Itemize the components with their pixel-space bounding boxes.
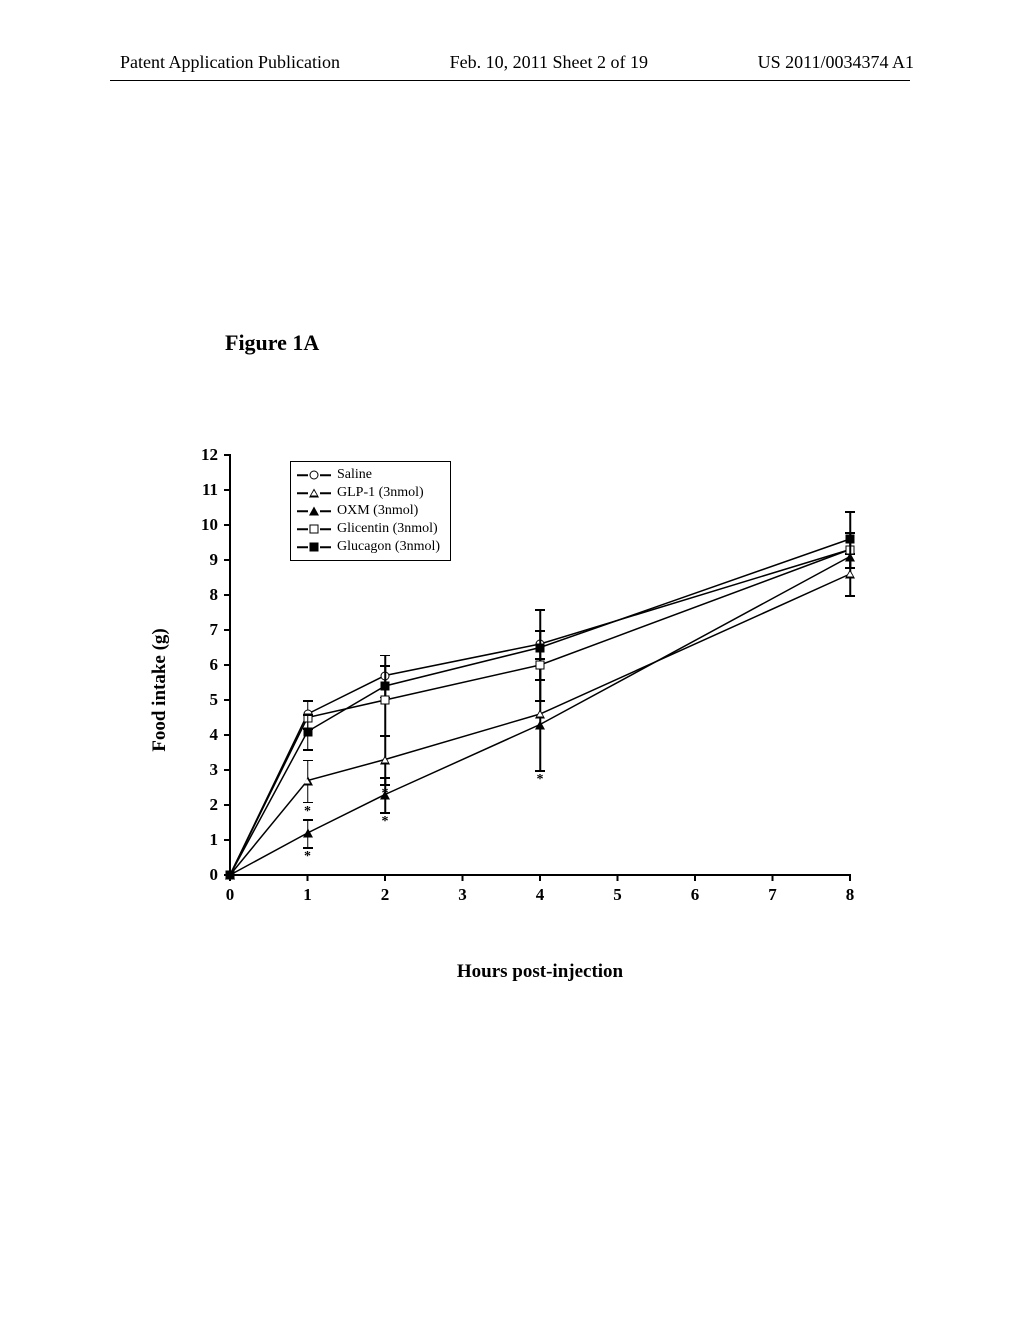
legend-swatch xyxy=(297,469,331,481)
x-tick-label: 5 xyxy=(613,885,622,935)
x-tick-label: 6 xyxy=(691,885,700,935)
x-tick-label: 8 xyxy=(846,885,855,935)
glicentin-marker xyxy=(536,661,545,670)
error-bar-cap xyxy=(845,511,855,513)
significance-marker: * xyxy=(304,849,311,865)
legend-label: GLP-1 (3nmol) xyxy=(337,485,424,501)
legend-label: Saline xyxy=(337,467,372,483)
oxm-marker xyxy=(303,829,313,838)
glp1-marker xyxy=(380,755,390,764)
error-bar-cap xyxy=(380,655,390,657)
oxm-marker xyxy=(380,790,390,799)
y-axis-label: Food intake (g) xyxy=(149,628,171,752)
figure-title: Figure 1A xyxy=(225,330,319,356)
legend-swatch xyxy=(297,523,331,535)
error-bar-cap xyxy=(303,749,313,751)
legend-entry-glucagon: Glucagon (3nmol) xyxy=(297,538,440,556)
glucagon-marker xyxy=(303,727,312,736)
error-bar-cap xyxy=(303,700,313,702)
legend-label: OXM (3nmol) xyxy=(337,503,418,519)
significance-marker: * xyxy=(304,804,311,820)
error-bar-cap xyxy=(303,760,313,762)
significance-marker: * xyxy=(537,772,544,788)
y-tick-label: 0 xyxy=(210,865,219,885)
error-bar-cap xyxy=(303,714,313,716)
glp1-marker xyxy=(303,776,313,785)
x-tick-label: 7 xyxy=(768,885,777,935)
header-rule xyxy=(110,80,910,81)
glucagon-marker xyxy=(536,643,545,652)
y-tick-label: 6 xyxy=(210,655,219,675)
glucagon-marker xyxy=(226,871,235,880)
y-tick-label: 5 xyxy=(210,690,219,710)
error-bar-cap xyxy=(380,735,390,737)
glicentin-marker xyxy=(381,696,390,705)
header-left: Patent Application Publication xyxy=(120,52,340,73)
header-center: Feb. 10, 2011 Sheet 2 of 19 xyxy=(450,52,648,73)
oxm-marker xyxy=(535,720,545,729)
y-tick-label: 2 xyxy=(210,795,219,815)
x-tick-label: 1 xyxy=(303,885,312,935)
x-tick-label: 4 xyxy=(536,885,545,935)
y-tick-label: 12 xyxy=(201,445,218,465)
error-bar-cap xyxy=(380,665,390,667)
glucagon-marker xyxy=(381,682,390,691)
glp1-marker xyxy=(845,570,855,579)
glp1-marker xyxy=(535,710,545,719)
y-tick-label: 4 xyxy=(210,725,219,745)
significance-marker: * xyxy=(382,814,389,830)
error-bar-cap xyxy=(380,777,390,779)
x-tick-label: 2 xyxy=(381,885,390,935)
error-bar-cap xyxy=(535,630,545,632)
y-tick-label: 7 xyxy=(210,620,219,640)
legend-swatch xyxy=(297,505,331,517)
y-tick-label: 3 xyxy=(210,760,219,780)
chart: Food intake (g) ***** SalineGLP-1 (3nmol… xyxy=(190,455,890,925)
page-header: Patent Application Publication Feb. 10, … xyxy=(0,52,1024,73)
error-bar-cap xyxy=(303,819,313,821)
y-tick-label: 1 xyxy=(210,830,219,850)
header-right: US 2011/0034374 A1 xyxy=(758,52,914,73)
x-axis-label: Hours post-injection xyxy=(457,961,623,983)
y-tick-label: 11 xyxy=(202,480,218,500)
legend: Saline GLP-1 (3nmol) OXM (3nmol) Glicentin … xyxy=(290,461,451,561)
error-bar-cap xyxy=(845,567,855,569)
y-tick-label: 8 xyxy=(210,585,219,605)
error-bar-cap xyxy=(535,609,545,611)
legend-label: Glicentin (3nmol) xyxy=(337,521,438,537)
legend-entry-glicentin: Glicentin (3nmol) xyxy=(297,520,440,538)
x-tick-label: 3 xyxy=(458,885,467,935)
plot-area: ***** SalineGLP-1 (3nmol)OXM (3nmol)Glic… xyxy=(230,455,850,875)
legend-swatch xyxy=(297,487,331,499)
error-bar-cap xyxy=(845,595,855,597)
legend-entry-oxm: OXM (3nmol) xyxy=(297,502,440,520)
error-bar-cap xyxy=(535,700,545,702)
x-tick-label: 0 xyxy=(226,885,235,935)
legend-swatch xyxy=(297,541,331,553)
y-tick-label: 10 xyxy=(201,515,218,535)
glucagon-marker xyxy=(846,535,855,544)
legend-entry-saline: Saline xyxy=(297,466,440,484)
legend-label: Glucagon (3nmol) xyxy=(337,539,440,555)
y-tick-label: 9 xyxy=(210,550,219,570)
legend-entry-glp1: GLP-1 (3nmol) xyxy=(297,484,440,502)
